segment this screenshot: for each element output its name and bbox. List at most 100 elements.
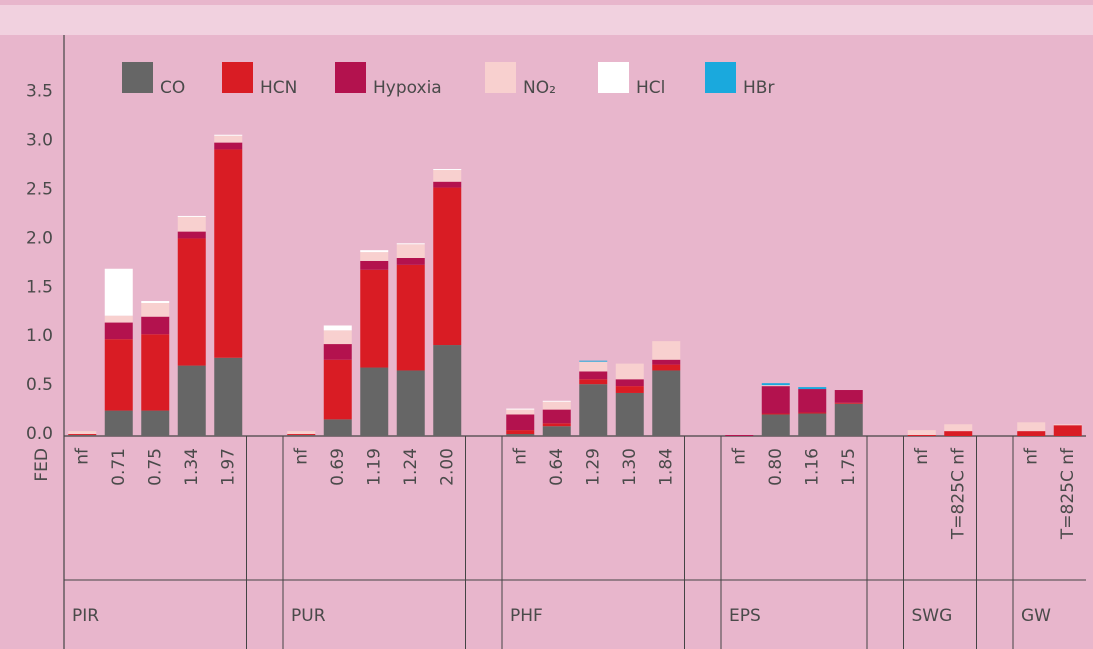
- bar-segment: [104, 315, 133, 323]
- bar-segment: [396, 264, 425, 371]
- x-tick-label: 2.00: [437, 448, 457, 486]
- bar-segment: [104, 322, 133, 340]
- bar-segment: [834, 403, 863, 436]
- y-tick-label: 0.5: [26, 375, 53, 395]
- bar-segment: [68, 434, 97, 436]
- group-label: PHF: [510, 606, 543, 626]
- y-tick-label: 1.5: [26, 277, 53, 297]
- bar-segment: [287, 431, 316, 435]
- bar-segment: [141, 302, 170, 317]
- bar-segment: [761, 385, 790, 387]
- bar-segment: [652, 364, 681, 371]
- bar-segment: [1017, 422, 1046, 432]
- legend-swatch: [598, 62, 629, 93]
- bar-segment: [68, 435, 97, 436]
- bar-segment: [907, 430, 936, 436]
- bar-segment: [1053, 424, 1082, 426]
- group-label: GW: [1021, 606, 1051, 626]
- x-tick-label: 1.97: [218, 448, 238, 486]
- bar-segment: [761, 413, 790, 415]
- x-tick-label: T=825C nf: [948, 447, 968, 540]
- bar-segment: [177, 231, 206, 239]
- bar-segment: [360, 250, 389, 253]
- bar-segment: [214, 149, 243, 358]
- bar-segment: [542, 409, 571, 424]
- bar-segment: [433, 345, 462, 436]
- bar-segment: [798, 387, 827, 390]
- bar-segment: [214, 357, 243, 436]
- group-label: SWG: [912, 606, 953, 626]
- x-tick-label: 1.30: [620, 448, 640, 486]
- legend-swatch: [122, 62, 153, 93]
- bar-segment: [798, 412, 827, 414]
- bar-segment: [579, 361, 608, 372]
- bar-segment: [396, 244, 425, 258]
- y-tick-label: 1.0: [26, 326, 53, 346]
- legend-label: NO₂: [523, 78, 556, 98]
- bar-segment: [177, 238, 206, 366]
- x-tick-label: nf: [912, 447, 932, 465]
- x-tick-label: 0.80: [766, 448, 786, 486]
- x-axis-label: FED: [32, 448, 52, 482]
- bar-segment: [433, 169, 462, 182]
- x-tick-label: nf: [1021, 447, 1041, 465]
- bar-segment: [141, 301, 170, 303]
- bar-segment: [615, 386, 644, 393]
- bar-segment: [396, 257, 425, 265]
- bar-segment: [579, 360, 608, 362]
- bar-segment: [433, 168, 462, 170]
- bar-segment: [506, 414, 535, 431]
- x-tick-label: 1.29: [583, 448, 603, 486]
- bar-segment: [433, 181, 462, 188]
- bar-segment: [506, 409, 535, 415]
- bar-segment: [177, 216, 206, 232]
- bar-segment: [323, 419, 352, 436]
- bar-segment: [1017, 431, 1046, 436]
- bar-segment: [579, 379, 608, 385]
- y-tick-label: 2.0: [26, 228, 53, 248]
- bar-segment: [287, 435, 316, 436]
- bar-segment: [360, 269, 389, 368]
- x-tick-label: 1.75: [839, 448, 859, 486]
- legend-swatch: [335, 62, 366, 93]
- bar-segment: [506, 430, 535, 435]
- legend-label: HCl: [636, 78, 665, 98]
- y-tick-label: 0.0: [26, 424, 53, 444]
- bar-segment: [323, 330, 352, 345]
- legend-label: HBr: [743, 78, 774, 98]
- x-tick-label: 1.16: [802, 448, 822, 486]
- x-tick-label: nf: [72, 447, 92, 465]
- bar-segment: [834, 390, 863, 403]
- bar-segment: [615, 379, 644, 387]
- top-band: [0, 5, 1093, 35]
- bar-segment: [214, 135, 243, 143]
- legend-swatch: [705, 62, 736, 93]
- bar-segment: [1053, 425, 1082, 436]
- bar-segment: [214, 142, 243, 150]
- bar-segment: [579, 371, 608, 380]
- x-tick-label: 0.75: [145, 448, 165, 486]
- x-tick-label: 1.84: [656, 448, 676, 486]
- legend-label: Hypoxia: [373, 78, 442, 98]
- y-tick-label: 3.5: [26, 82, 53, 102]
- bar-segment: [323, 359, 352, 420]
- group-label: PUR: [291, 606, 326, 626]
- bar-segment: [652, 370, 681, 436]
- x-tick-label: 1.19: [364, 448, 384, 486]
- bar-segment: [944, 424, 973, 432]
- bar-segment: [944, 431, 973, 436]
- bar-segment: [579, 384, 608, 436]
- bar-segment: [360, 367, 389, 436]
- x-tick-label: nf: [510, 447, 530, 465]
- bar-segment: [141, 410, 170, 436]
- bar-segment: [615, 363, 644, 380]
- bar-segment: [725, 435, 754, 436]
- bar-segment: [287, 434, 316, 436]
- bar-segment: [798, 413, 827, 436]
- bar-segment: [652, 359, 681, 365]
- legend-label: HCN: [260, 78, 297, 98]
- bar-segment: [323, 325, 352, 331]
- x-tick-label: T=825C nf: [1058, 447, 1078, 540]
- bar-segment: [834, 402, 863, 404]
- bar-segment: [104, 268, 133, 316]
